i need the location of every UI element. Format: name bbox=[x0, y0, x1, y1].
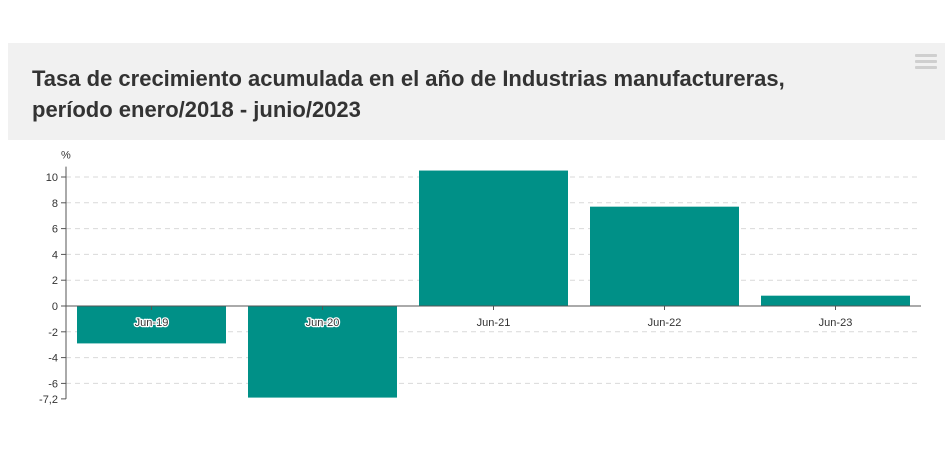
y-tick-label: 10 bbox=[46, 172, 58, 184]
y-tick-label: 2 bbox=[52, 275, 58, 287]
chart-title-line-2: período enero/2018 - junio/2023 bbox=[32, 97, 361, 122]
axes bbox=[61, 166, 921, 400]
x-tick-label: Jun-22 bbox=[648, 317, 682, 329]
bar bbox=[761, 295, 910, 306]
y-tick-label: -7,2 bbox=[39, 394, 58, 406]
y-tick-label: 8 bbox=[52, 198, 58, 210]
chart-title-line-1: Tasa de crecimiento acumulada en el año … bbox=[32, 66, 785, 91]
y-tick-label: -4 bbox=[48, 353, 58, 365]
y-tick-label: 4 bbox=[52, 249, 58, 261]
bar-chart: % 10 8 6 4 2 0 -2 -4 -6 -7,2 Jun-19 Jun-20 Jun-21 Jun… bbox=[39, 150, 921, 406]
chart-title: Tasa de crecimiento acumulada en el año … bbox=[32, 63, 892, 125]
x-tick-label: Jun-20 bbox=[306, 317, 340, 329]
y-axis-unit-label: % bbox=[61, 150, 71, 162]
labels: 10 8 6 4 2 0 -2 -4 -6 -7,2 Jun-19 Jun-20 Jun-21 Jun-2… bbox=[39, 172, 852, 406]
bar bbox=[590, 206, 739, 306]
y-tick-label: -6 bbox=[48, 378, 58, 390]
hamburger-menu-icon[interactable] bbox=[913, 51, 939, 73]
x-tick-label: Jun-19 bbox=[135, 317, 169, 329]
x-tick-label: Jun-23 bbox=[819, 317, 853, 329]
y-tick-label: 0 bbox=[52, 301, 58, 313]
x-tick-label: Jun-21 bbox=[477, 317, 511, 329]
y-tick-label: -2 bbox=[48, 327, 58, 339]
bar bbox=[419, 170, 568, 306]
bar bbox=[77, 306, 226, 344]
bars bbox=[77, 170, 910, 398]
y-tick-label: 6 bbox=[52, 224, 58, 236]
chart-header: Tasa de crecimiento acumulada en el año … bbox=[8, 43, 945, 140]
bar bbox=[248, 306, 397, 398]
